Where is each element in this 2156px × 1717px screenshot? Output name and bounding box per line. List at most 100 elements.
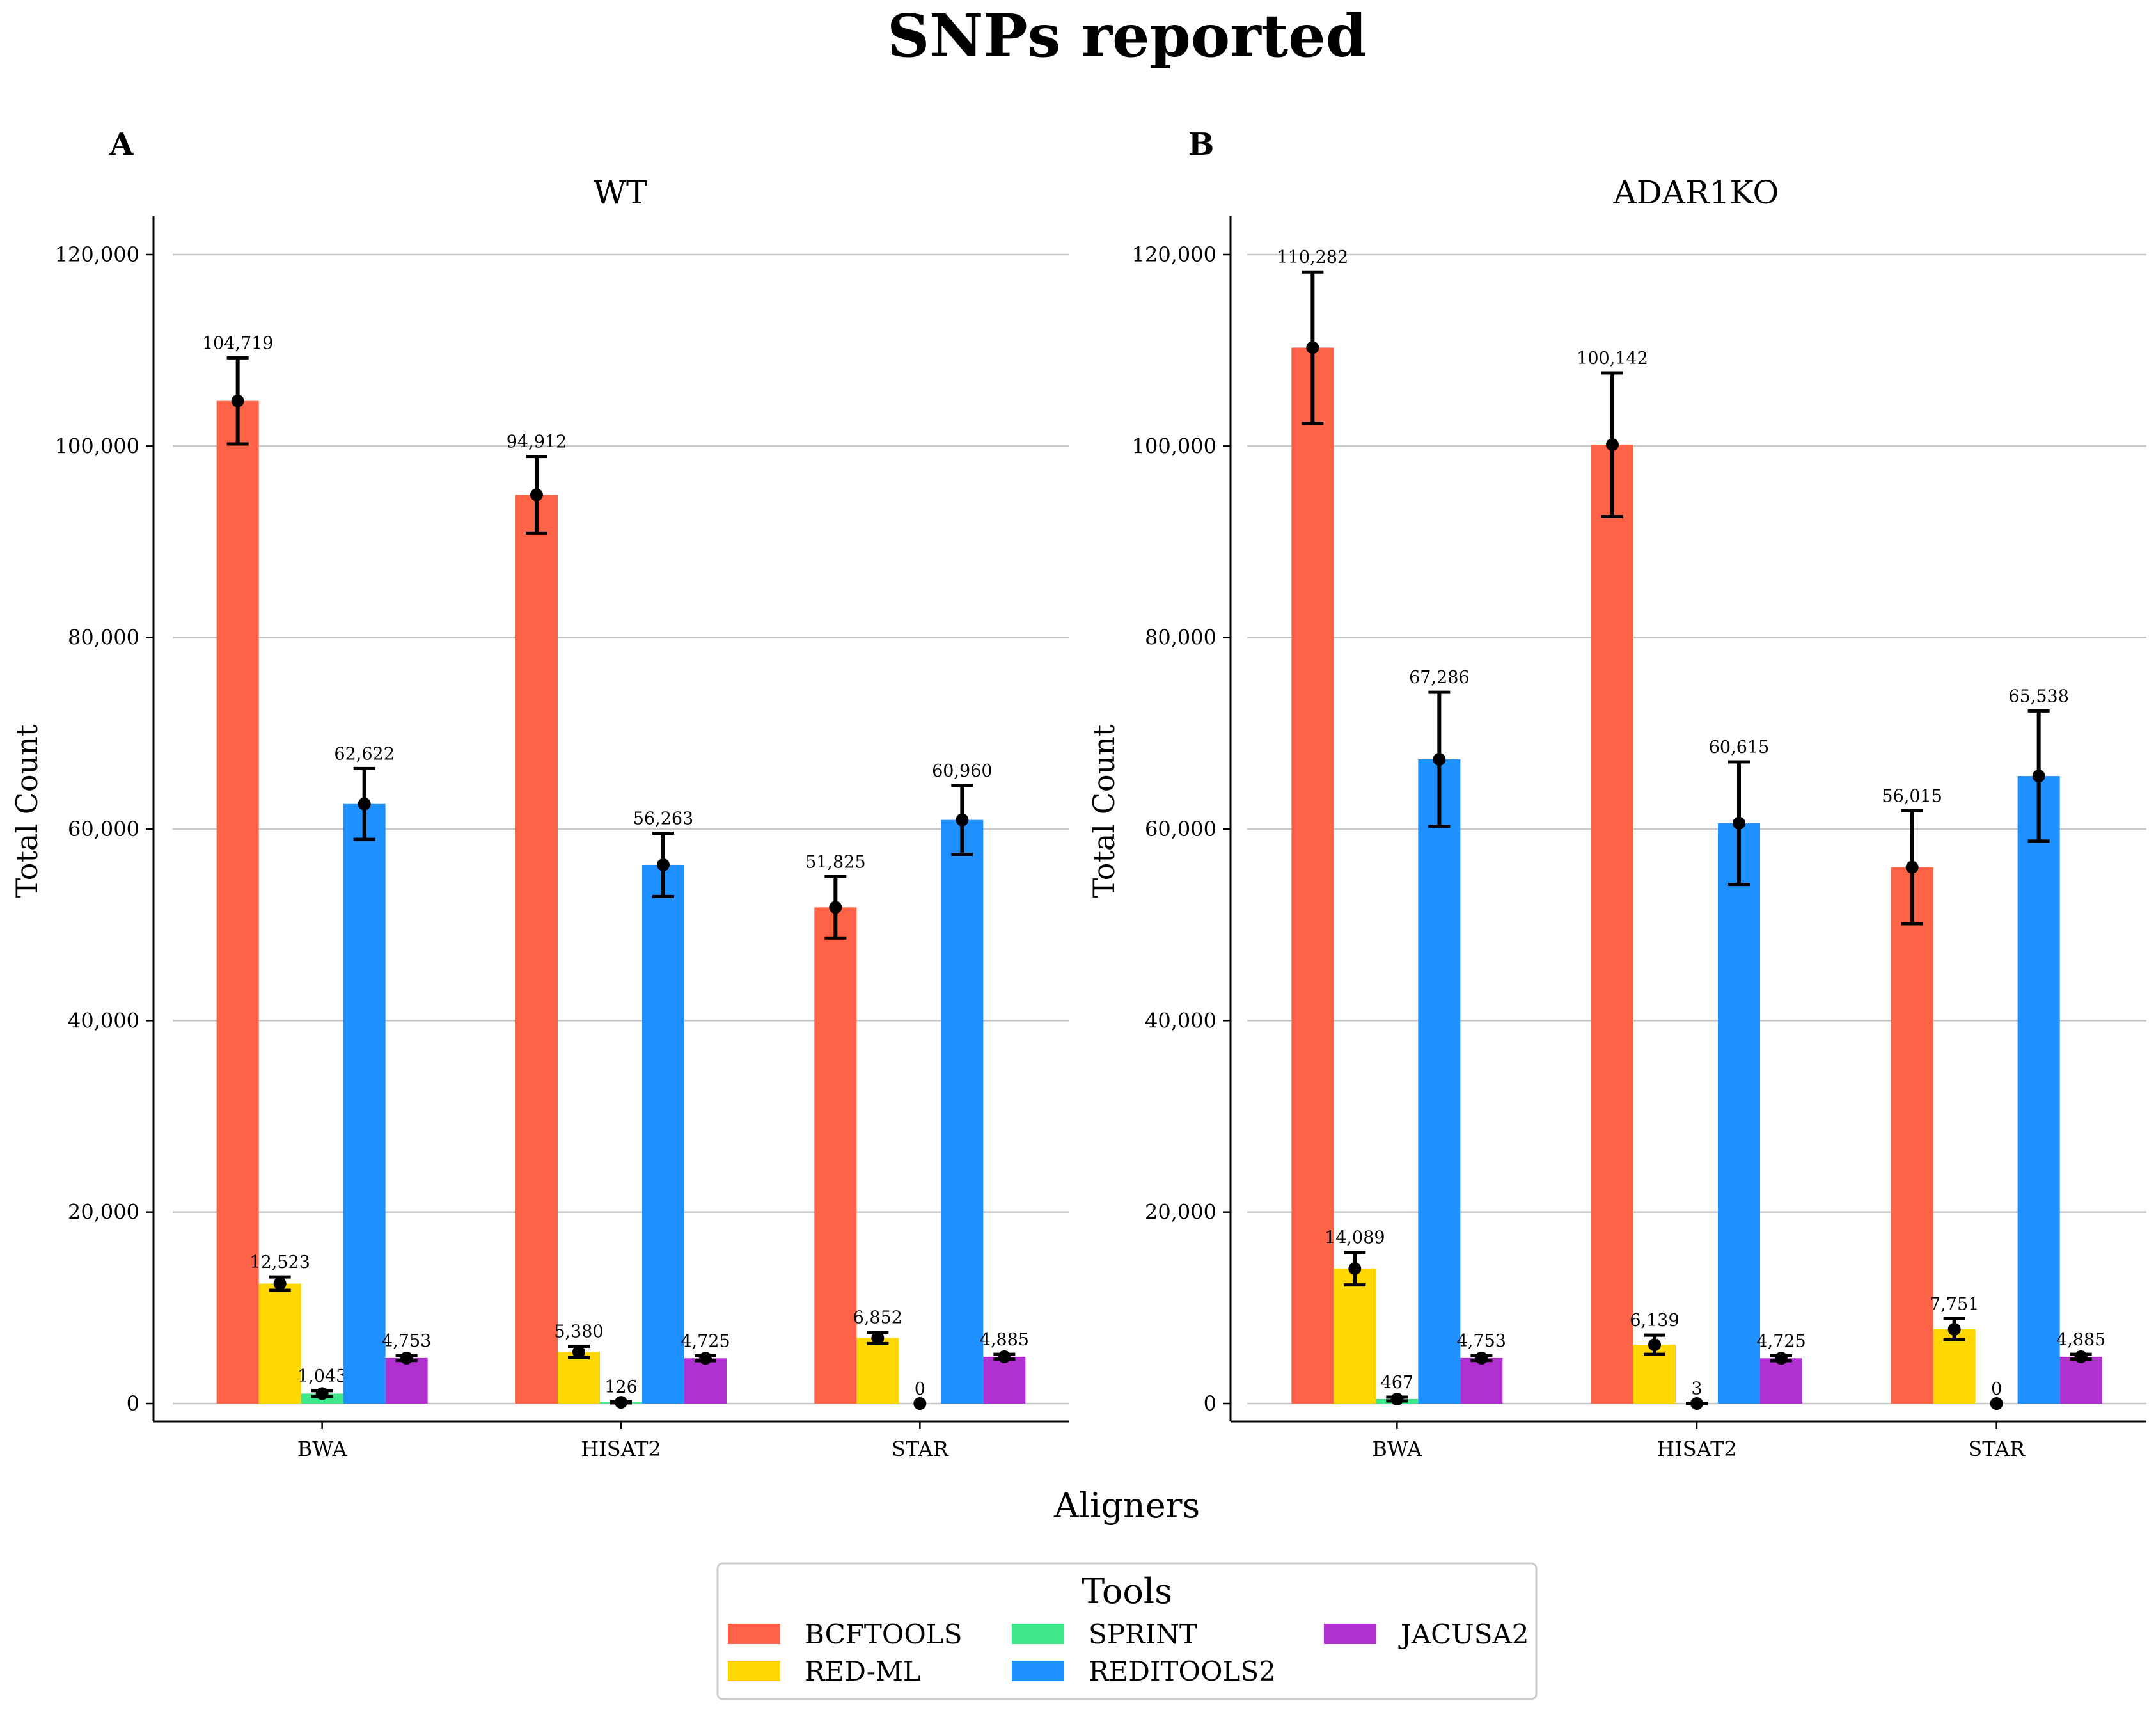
data-label: 6,852 [853,1308,902,1327]
legend: Tools BCFTOOLS RED-ML SPRINT REDITOOLS2 JACU… [716,1562,1538,1700]
mean-point [1947,1322,1961,1336]
mean-point [572,1345,585,1359]
mean-point [273,1277,287,1290]
mean-point [1690,1397,1703,1410]
mean-point [2074,1350,2088,1363]
mean-point [699,1352,712,1365]
x-tick-label: BWA [297,1437,348,1461]
y-tick-label: 0 [1204,1391,1216,1416]
mean-point [1433,752,1446,766]
bar [1933,1329,1976,1404]
bar [1291,347,1334,1404]
bar [1591,445,1633,1404]
mean-point [1648,1338,1661,1352]
y-tick-label: 60,000 [1145,817,1216,841]
bar [558,1352,600,1404]
bar [983,1356,1026,1404]
data-label: 60,960 [932,761,992,781]
panel-label-a: A [109,127,134,162]
mean-point [615,1396,627,1409]
x-tick-label: HISAT2 [581,1437,661,1461]
panel-title-wt: WT [594,174,648,211]
legend-item-label: REDITOOLS2 [1089,1656,1276,1687]
x-tick-label: STAR [1968,1437,2026,1461]
legend-swatch [728,1624,780,1644]
bar [343,803,386,1404]
data-label: 104,719 [202,333,274,353]
mean-point [1990,1397,2003,1410]
mean-point [871,1331,885,1345]
mean-point [1905,860,1919,874]
legend-item-label: BCFTOOLS [805,1618,962,1650]
mean-point [315,1387,329,1400]
mean-point [530,488,543,502]
mean-point [1306,341,1319,354]
data-label: 4,753 [382,1331,431,1351]
data-label: 14,089 [1325,1228,1385,1248]
bar [1418,759,1461,1404]
y-tick-label: 20,000 [68,1200,139,1224]
x-tick-label: STAR [892,1437,949,1461]
bar [684,1358,727,1404]
data-label: 0 [915,1379,925,1399]
data-label: 3 [1691,1379,1702,1399]
bar [642,864,684,1404]
mean-point [231,394,244,407]
data-label: 67,286 [1409,668,1469,688]
y-tick-label: 80,000 [68,626,139,650]
bar [1334,1269,1376,1404]
x-tick-label: BWA [1372,1437,1422,1461]
data-label: 4,885 [2056,1330,2105,1350]
data-label: 4,885 [980,1330,1029,1350]
data-label: 467 [1381,1373,1414,1393]
y-tick-label: 120,000 [1132,242,1216,267]
data-label: 126 [604,1377,638,1397]
bar [1760,1358,1802,1404]
bar [258,1283,301,1404]
bar [2017,776,2060,1404]
legend-item-label: JACUSA2 [1398,1618,1529,1650]
x-axis-label: Aligners [1053,1485,1200,1526]
bar [216,400,259,1404]
x-tick-label: HISAT2 [1656,1437,1737,1461]
mean-point [1348,1262,1362,1276]
y-tick-label: 80,000 [1145,626,1216,650]
data-label: 1,043 [297,1366,347,1386]
data-label: 65,538 [2008,686,2068,706]
data-label: 12,523 [249,1253,310,1272]
y-tick-label: 60,000 [68,817,139,841]
y-tick-label: 100,000 [1132,434,1216,458]
panel-label-b: B [1188,127,1215,162]
data-label: 0 [1991,1379,2002,1399]
legend-title: Tools [1082,1571,1172,1611]
y-tick-label: 120,000 [55,242,139,267]
mean-point [400,1351,413,1365]
panel-title-adar1ko: ADAR1KO [1613,174,1779,211]
mean-point [2032,770,2045,783]
mean-point [657,858,670,871]
data-label: 6,139 [1630,1311,1679,1331]
panel-b: B ADAR1KO Total Count 0 20,000 40,000 60,00… [1087,127,2146,1461]
mean-point [358,797,371,811]
bar [941,819,984,1404]
y-axis-label-a: Total Count [10,724,44,898]
bar [1718,823,1760,1404]
bar [515,495,558,1404]
mean-point [1606,438,1619,452]
mean-point [829,901,842,914]
figure-title: SNPs reported [887,1,1367,70]
data-label: 4,753 [1457,1331,1506,1351]
y-tick-label: 40,000 [1145,1008,1216,1033]
bar [814,907,857,1404]
panel-a: A WT Total Count 0 20,000 40,000 60,000 80,0… [10,127,1069,1461]
mean-point [956,813,969,827]
mean-point [1475,1351,1488,1365]
data-label: 62,622 [334,744,394,764]
legend-swatch [728,1661,780,1681]
bar [1460,1357,1503,1404]
bar [2059,1356,2102,1404]
data-label: 5,380 [554,1322,603,1341]
mean-point [998,1350,1011,1363]
data-label: 60,615 [1709,738,1769,757]
